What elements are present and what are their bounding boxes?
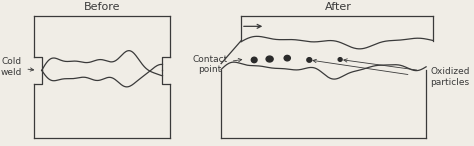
Text: Before: Before [84, 2, 120, 12]
Ellipse shape [266, 56, 273, 62]
Text: After: After [325, 2, 351, 12]
Ellipse shape [284, 55, 291, 61]
Ellipse shape [251, 57, 257, 63]
Ellipse shape [338, 58, 342, 61]
Text: Contact
point: Contact point [192, 55, 242, 74]
Text: Cold
weld: Cold weld [1, 58, 34, 77]
Text: Oxidized
particles: Oxidized particles [430, 67, 470, 87]
Ellipse shape [307, 58, 312, 62]
